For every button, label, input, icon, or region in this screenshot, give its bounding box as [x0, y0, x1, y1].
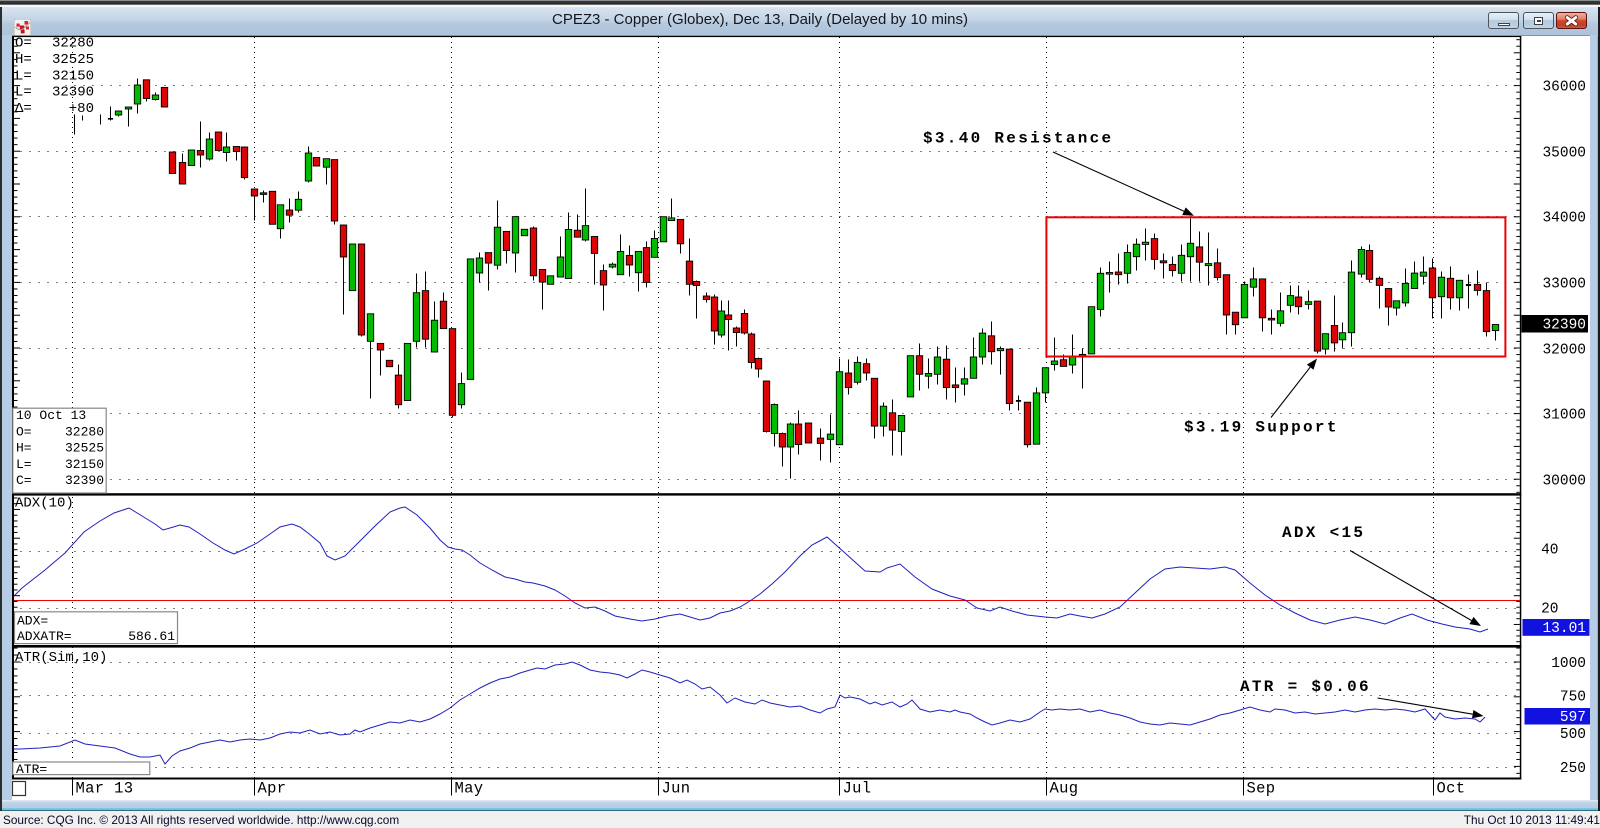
svg-text:L=: L=	[15, 68, 32, 84]
svg-text:Jun: Jun	[662, 780, 691, 798]
svg-text:30000: 30000	[1542, 474, 1586, 490]
svg-text:1000: 1000	[1551, 656, 1586, 672]
svg-text:L=: L=	[16, 457, 32, 472]
svg-text:Sep: Sep	[1247, 780, 1276, 798]
svg-text:May: May	[455, 780, 484, 798]
svg-text:O=: O=	[15, 36, 32, 52]
svg-text:32390: 32390	[1542, 318, 1586, 334]
svg-text:$3.19 Support: $3.19 Support	[1184, 419, 1339, 437]
svg-text:ATR=: ATR=	[16, 762, 47, 777]
svg-text:586.61: 586.61	[128, 629, 175, 644]
svg-text:32000: 32000	[1542, 343, 1586, 359]
svg-text:13.01: 13.01	[1542, 621, 1586, 637]
svg-text:32150: 32150	[65, 457, 104, 472]
svg-text:Mar 13: Mar 13	[76, 780, 134, 798]
svg-text:ADXATR=: ADXATR=	[17, 629, 72, 644]
svg-text:C=: C=	[16, 473, 32, 488]
svg-text:Oct: Oct	[1437, 780, 1466, 798]
svg-text:L=: L=	[15, 85, 32, 101]
svg-text:10 Oct 13: 10 Oct 13	[16, 408, 86, 423]
svg-text:20: 20	[1541, 602, 1558, 618]
svg-text:Δ=: Δ=	[15, 101, 32, 117]
svg-text:750: 750	[1560, 690, 1586, 706]
svg-text:ADX <15: ADX <15	[1282, 524, 1365, 542]
svg-text:33000: 33000	[1542, 277, 1586, 293]
svg-text:Aug: Aug	[1050, 780, 1079, 798]
svg-text:36000: 36000	[1542, 80, 1586, 96]
svg-text:250: 250	[1560, 761, 1586, 777]
svg-text:34000: 34000	[1542, 211, 1586, 227]
svg-text:+80: +80	[69, 101, 94, 117]
svg-text:32280: 32280	[65, 424, 104, 439]
svg-text:32280: 32280	[52, 36, 94, 52]
svg-text:ATR = $0.06: ATR = $0.06	[1240, 678, 1371, 696]
svg-text:O=: O=	[16, 424, 32, 439]
svg-text:597: 597	[1560, 710, 1586, 726]
svg-text:40: 40	[1541, 543, 1558, 559]
svg-text:Jul: Jul	[843, 780, 872, 798]
svg-text:500: 500	[1560, 727, 1586, 743]
svg-text:32150: 32150	[52, 68, 94, 84]
svg-text:32525: 32525	[52, 52, 94, 68]
svg-text:ADX(10): ADX(10)	[15, 496, 74, 512]
svg-text:31000: 31000	[1542, 408, 1586, 424]
svg-text:H=: H=	[16, 441, 32, 456]
svg-text:32390: 32390	[65, 473, 104, 488]
svg-text:32390: 32390	[52, 85, 94, 101]
svg-text:35000: 35000	[1542, 146, 1586, 162]
svg-text:ADX=: ADX=	[17, 614, 48, 629]
svg-text:$3.40 Resistance: $3.40 Resistance	[923, 130, 1113, 148]
svg-text:Apr: Apr	[258, 780, 287, 798]
svg-text:H=: H=	[15, 52, 32, 68]
svg-text:ATR(Sim,10): ATR(Sim,10)	[15, 650, 107, 666]
svg-text:32525: 32525	[65, 441, 104, 456]
